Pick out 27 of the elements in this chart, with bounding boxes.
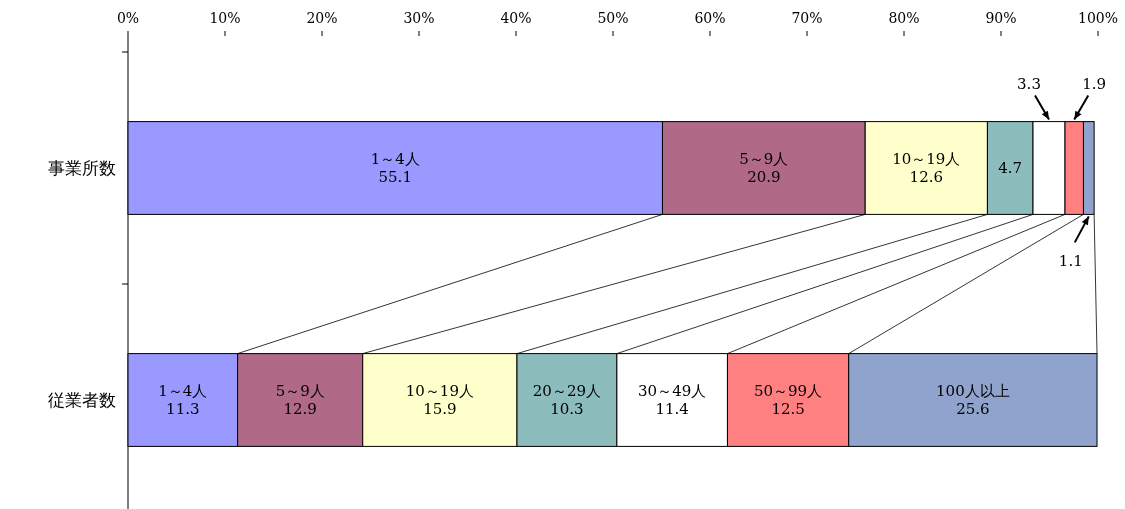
x-tick-label: 40% [500,9,532,26]
y-tick-label: 事業所数 [48,157,116,178]
data-label: 10～19人 12.6 [892,150,961,187]
data-label: 10～19人 15.9 [405,382,474,419]
data-label: 1～4人 55.1 [370,150,420,187]
x-tick-label: 60% [694,9,726,26]
x-tick-label: 90% [985,9,1017,26]
annotation: 3.3 [1017,74,1041,93]
x-tick-label: 20% [306,9,338,26]
x-tick-label: 30% [403,9,435,26]
data-label: 50～99人 12.5 [753,382,823,419]
annotation: 1.1 [1058,251,1083,270]
y-tick-label: 従業者数 [48,389,116,410]
data-label: 20～29人 10.3 [532,382,602,419]
x-tick-label: 80% [888,9,920,26]
x-tick-label: 50% [597,9,629,26]
data-label: 30～49人 11.4 [638,382,707,419]
annotation: 1.9 [1082,74,1107,93]
data-label: 5～9人 20.9 [739,150,789,187]
x-tick-label: 100% [1077,9,1119,26]
x-tick-label: 0% [116,9,140,26]
x-tick-label: 10% [209,9,241,26]
data-label: 4.7 [998,159,1023,178]
data-label: 100人以上 25.6 [936,382,1010,419]
x-tick-label: 70% [791,9,823,26]
data-label: 1～4人 11.3 [158,382,208,419]
data-label: 5～9人 12.9 [275,382,325,419]
